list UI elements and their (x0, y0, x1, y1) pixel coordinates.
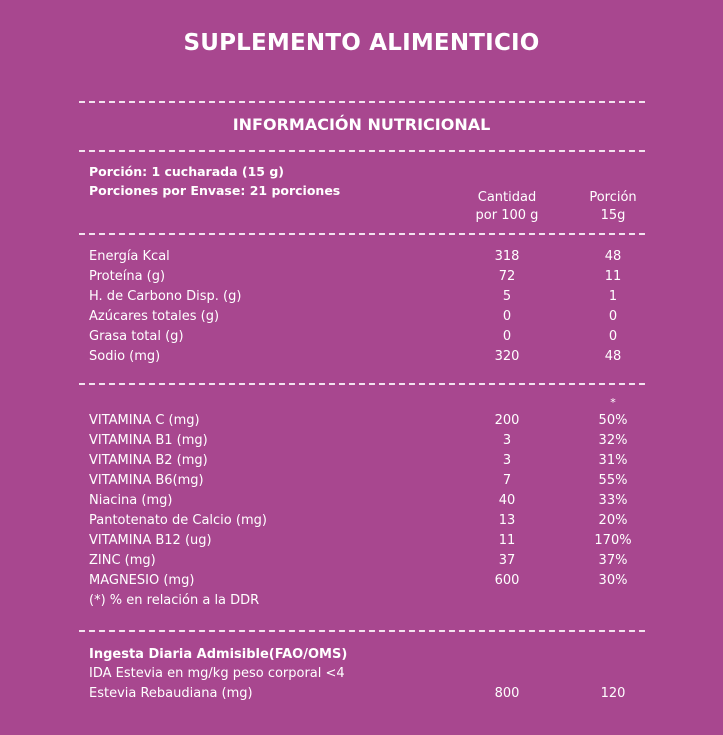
row-name: Estevia Rebaudiana (mg) (89, 686, 253, 701)
portions-per-container: Porciones por Envase: 21 porciones (89, 183, 341, 198)
ddr-note: (*) % en relación a la DDR (89, 593, 260, 608)
row-value-per-100g: 0 (502, 309, 512, 324)
row-value-portion: 170% (594, 533, 632, 548)
ida-heading: Ingesta Diaria Admisible(FAO/OMS) (89, 647, 348, 662)
row-name: VITAMINA B2 (mg) (89, 453, 208, 468)
row-value-portion: 55% (598, 473, 628, 488)
row-value-portion: 31% (598, 453, 628, 468)
column-header-line: por 100 g (475, 208, 539, 223)
row-name: Proteína (g) (89, 269, 166, 284)
row-value-per-100g: 13 (498, 513, 516, 528)
row-name: Sodio (mg) (89, 349, 161, 364)
row-value-portion: 30% (598, 573, 628, 588)
table-row: Azúcares totales (g) 0 0 (89, 309, 649, 329)
row-value-per-100g: 40 (498, 493, 516, 508)
row-name: Energía Kcal (89, 249, 170, 264)
row-name: VITAMINA B1 (mg) (89, 433, 208, 448)
row-value-portion: 37% (598, 553, 628, 568)
column-header-line: Cantidad (477, 190, 537, 205)
table-row: VITAMINA B12 (ug) 11 170% (89, 533, 649, 553)
nutrients-table: Energía Kcal 318 48 Proteína (g) 72 11 H. de C… (89, 249, 649, 369)
table-row: Estevia Rebaudiana (mg) 800 120 (89, 686, 649, 706)
row-name: VITAMINA B12 (ug) (89, 533, 212, 548)
row-name: ZINC (mg) (89, 553, 156, 568)
row-value-per-100g: 318 (494, 249, 520, 264)
row-value-per-100g: 3 (502, 433, 512, 448)
ida-table: Estevia Rebaudiana (mg) 800 120 (89, 686, 649, 706)
divider (79, 150, 645, 152)
row-name: VITAMINA B6(mg) (89, 473, 204, 488)
row-value-portion: 0 (608, 309, 618, 324)
table-row: VITAMINA C (mg) 200 50% (89, 413, 649, 433)
row-value-per-100g: 320 (494, 349, 520, 364)
column-header-per-100g: Cantidad por 100 g (452, 189, 562, 225)
page-title: SUPLEMENTO ALIMENTICIO (183, 30, 540, 56)
row-value-portion: 120 (600, 686, 626, 701)
ddr-marker: * (610, 396, 616, 409)
table-row: Sodio (mg) 320 48 (89, 349, 649, 369)
column-header-line: Porción (589, 190, 637, 205)
row-name: Azúcares totales (g) (89, 309, 220, 324)
row-value-portion: 50% (598, 413, 628, 428)
row-value-per-100g: 3 (502, 453, 512, 468)
row-name: Niacina (mg) (89, 493, 173, 508)
row-value-portion: 0 (608, 329, 618, 344)
table-row: Proteína (g) 72 11 (89, 269, 649, 289)
row-value-portion: 48 (604, 249, 622, 264)
table-row: MAGNESIO (mg) 600 30% (89, 573, 649, 593)
row-value-per-100g: 0 (502, 329, 512, 344)
table-row: Grasa total (g) 0 0 (89, 329, 649, 349)
row-value-per-100g: 11 (498, 533, 516, 548)
column-header-line: 15g (600, 208, 626, 223)
row-name: Grasa total (g) (89, 329, 184, 344)
row-name: Pantotenato de Calcio (mg) (89, 513, 267, 528)
divider (79, 383, 645, 385)
table-row: Energía Kcal 318 48 (89, 249, 649, 269)
row-name: MAGNESIO (mg) (89, 573, 195, 588)
row-value-per-100g: 72 (498, 269, 516, 284)
table-row: VITAMINA B1 (mg) 3 32% (89, 433, 649, 453)
table-row: ZINC (mg) 37 37% (89, 553, 649, 573)
table-row: VITAMINA B6(mg) 7 55% (89, 473, 649, 493)
row-value-portion: 1 (608, 289, 618, 304)
row-name: VITAMINA C (mg) (89, 413, 200, 428)
row-value-per-100g: 37 (498, 553, 516, 568)
vitamins-table: VITAMINA C (mg) 200 50% VITAMINA B1 (mg) 3 32… (89, 413, 649, 593)
section-title: INFORMACIÓN NUTRICIONAL (232, 115, 491, 134)
row-value-per-100g: 800 (494, 686, 520, 701)
divider (79, 101, 645, 103)
divider (79, 630, 645, 632)
ida-line: IDA Estevia en mg/kg peso corporal <4 (89, 666, 345, 681)
row-value-portion: 20% (598, 513, 628, 528)
row-value-portion: 11 (604, 269, 622, 284)
row-value-per-100g: 7 (502, 473, 512, 488)
row-value-per-100g: 600 (494, 573, 520, 588)
table-row: H. de Carbono Disp. (g) 5 1 (89, 289, 649, 309)
row-name: H. de Carbono Disp. (g) (89, 289, 242, 304)
row-value-per-100g: 200 (494, 413, 520, 428)
row-value-portion: 48 (604, 349, 622, 364)
row-value-portion: 32% (598, 433, 628, 448)
column-header-portion: Porción 15g (558, 189, 668, 225)
portion-size: Porción: 1 cucharada (15 g) (89, 164, 285, 179)
divider (79, 233, 645, 235)
table-row: VITAMINA B2 (mg) 3 31% (89, 453, 649, 473)
table-row: Pantotenato de Calcio (mg) 13 20% (89, 513, 649, 533)
row-value-portion: 33% (598, 493, 628, 508)
table-row: Niacina (mg) 40 33% (89, 493, 649, 513)
row-value-per-100g: 5 (502, 289, 512, 304)
